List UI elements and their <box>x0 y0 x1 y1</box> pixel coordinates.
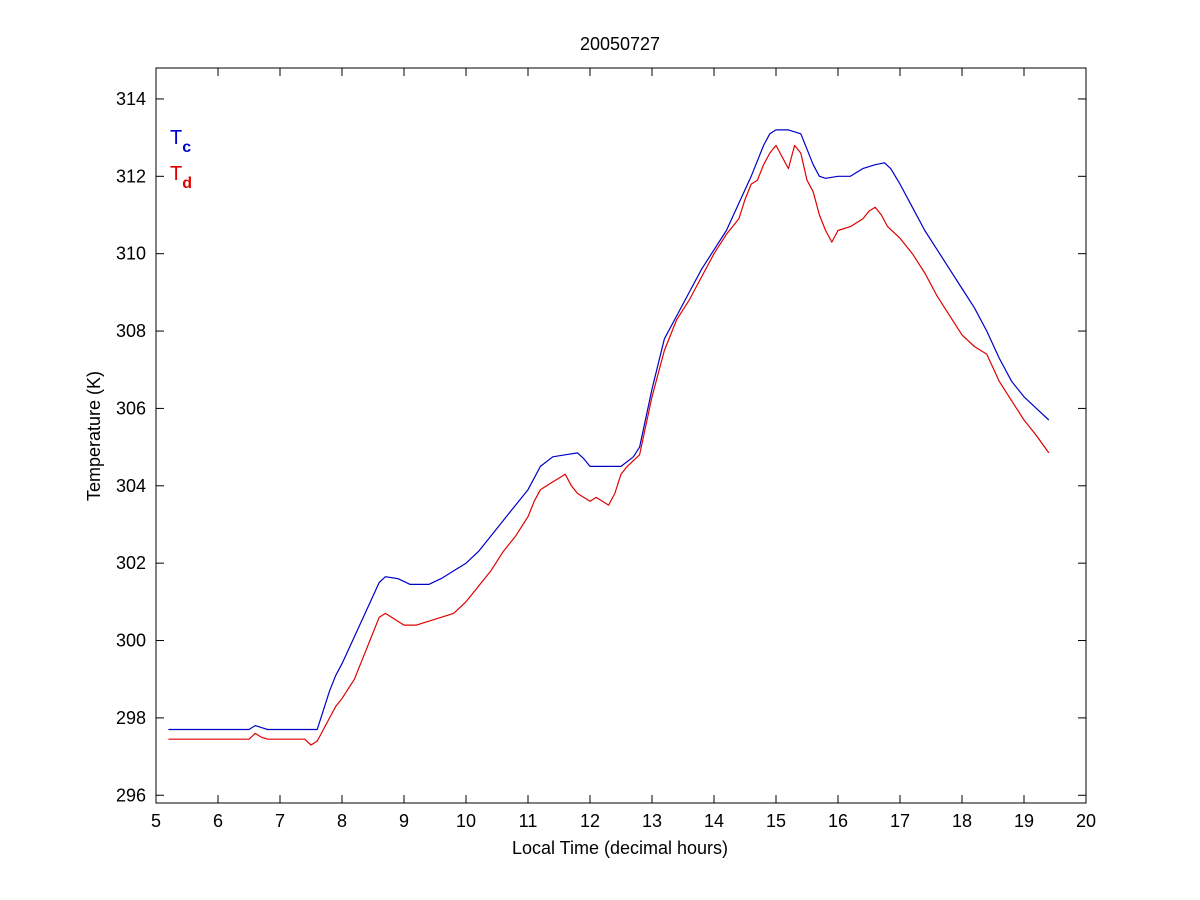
y-tick-label: 306 <box>116 398 146 418</box>
x-tick-label: 20 <box>1076 811 1096 831</box>
series-line-td <box>168 144 1050 746</box>
series-layer <box>168 129 1050 746</box>
x-tick-label: 19 <box>1014 811 1034 831</box>
x-tick-label: 14 <box>704 811 724 831</box>
y-tick-label: 308 <box>116 321 146 341</box>
x-tick-label: 13 <box>642 811 662 831</box>
legend-entry-td: Td <box>170 163 192 192</box>
plot-background <box>156 68 1086 803</box>
chart-title: 20050727 <box>580 34 660 54</box>
plot-frame <box>155 67 1087 804</box>
legend-entry-tc: Tc <box>170 127 191 156</box>
y-axis-label: Temperature (K) <box>84 371 104 501</box>
y-tick-label: 298 <box>116 708 146 728</box>
x-axis-label: Local Time (decimal hours) <box>512 838 728 858</box>
y-tick-label: 304 <box>116 476 146 496</box>
y-tick-label: 310 <box>116 244 146 264</box>
x-tick-label: 17 <box>890 811 910 831</box>
x-tick-label: 10 <box>456 811 476 831</box>
x-tick-label: 5 <box>151 811 161 831</box>
x-tick-label: 7 <box>275 811 285 831</box>
x-tick-label: 6 <box>213 811 223 831</box>
x-tick-label: 8 <box>337 811 347 831</box>
x-tick-label: 15 <box>766 811 786 831</box>
y-tick-label: 296 <box>116 785 146 805</box>
x-tick-label: 16 <box>828 811 848 831</box>
series-line-tc <box>168 129 1050 731</box>
x-tick-label: 9 <box>399 811 409 831</box>
y-tick-label: 312 <box>116 166 146 186</box>
ticks-layer: 5 6 7 8 9 10 11 12 13 14 15 16 17 18 19 20 296 298 300 302 3… <box>116 68 1096 831</box>
legend: Tc Td <box>170 127 192 192</box>
x-tick-label: 11 <box>519 811 538 831</box>
x-tick-label: 12 <box>580 811 600 831</box>
x-tick-label: 18 <box>952 811 972 831</box>
y-tick-label: 300 <box>116 631 146 651</box>
y-tick-label: 314 <box>116 89 146 109</box>
y-tick-label: 302 <box>116 553 146 573</box>
